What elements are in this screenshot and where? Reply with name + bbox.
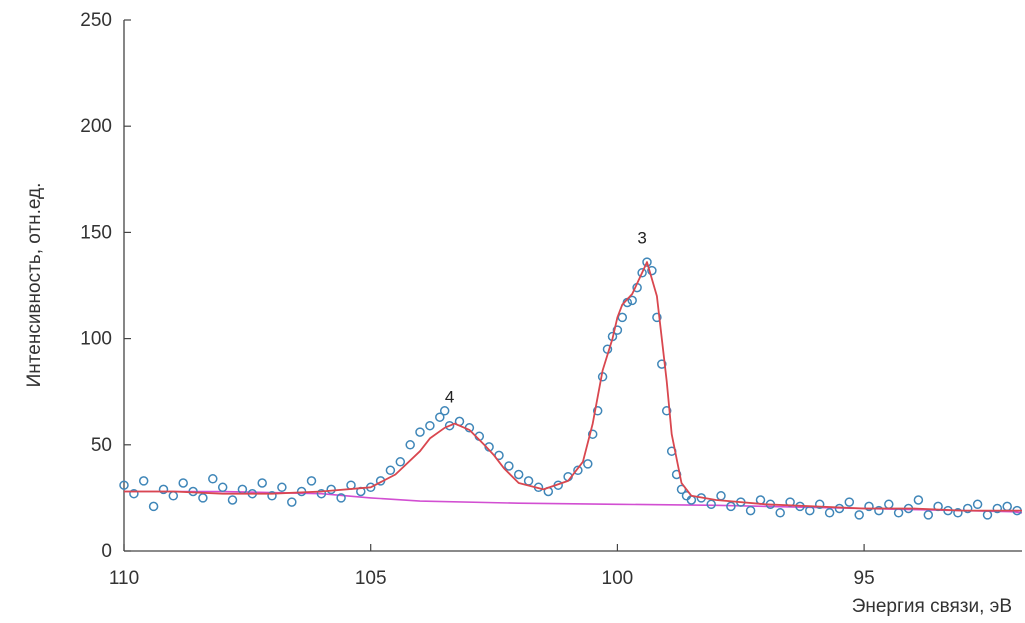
x-tick-label: 100 <box>602 568 634 589</box>
data-point <box>982 510 993 520</box>
data-point <box>587 429 598 439</box>
data-point <box>864 501 874 512</box>
data-point <box>652 312 662 323</box>
data-point <box>119 480 129 490</box>
data-point <box>336 493 346 503</box>
data-point <box>844 497 855 507</box>
peak-label: 3 <box>637 228 646 247</box>
data-point <box>661 406 672 416</box>
data-point <box>573 465 583 476</box>
data-point <box>1002 501 1012 512</box>
data-point <box>208 474 218 484</box>
data-point <box>874 505 884 516</box>
data-point <box>217 482 228 493</box>
data-point <box>627 295 637 306</box>
data-point <box>854 510 864 520</box>
data-point <box>138 476 149 486</box>
data-point <box>962 503 973 514</box>
data-point <box>617 312 628 323</box>
data-point <box>148 501 159 512</box>
data-point <box>953 508 963 518</box>
data-point <box>612 325 623 335</box>
data-point <box>706 499 716 510</box>
data-point <box>716 491 726 501</box>
y-tick-label: 0 <box>101 541 112 562</box>
y-axis-label: Интенсивность, отн.ед. <box>24 183 45 388</box>
data-point <box>287 497 297 507</box>
data-point <box>198 493 208 503</box>
data-point <box>745 505 756 516</box>
peak-labels-layer: 34 <box>445 228 647 406</box>
background-line <box>124 490 1023 514</box>
data-point <box>178 478 188 488</box>
data-point <box>227 495 238 505</box>
data-point <box>992 503 1003 514</box>
data-point <box>583 459 593 469</box>
data-point <box>647 265 657 276</box>
data-point <box>775 508 785 518</box>
x-tick-label: 110 <box>109 568 139 589</box>
data-point <box>306 476 317 486</box>
data-point <box>405 440 415 450</box>
data-point <box>395 457 406 467</box>
data-point <box>444 420 455 431</box>
ticks: 0 50 100 150 200 250 110 105 100 95 <box>80 10 874 589</box>
data-point <box>814 499 825 510</box>
data-point <box>913 495 924 505</box>
background-line-layer <box>124 490 1023 514</box>
data-point <box>158 484 169 495</box>
axes <box>123 20 1022 552</box>
data-point <box>824 508 835 518</box>
y-tick-label: 200 <box>80 116 112 137</box>
data-point <box>168 491 179 501</box>
y-tick-label: 100 <box>80 329 112 350</box>
data-point <box>439 406 450 416</box>
data-point <box>513 469 524 480</box>
data-point <box>972 499 983 510</box>
data-point <box>592 406 603 416</box>
data-point <box>129 488 139 499</box>
data-point <box>637 268 647 278</box>
data-point <box>326 484 336 495</box>
data-point <box>316 488 327 499</box>
y-tick-label: 50 <box>91 435 112 456</box>
data-point <box>435 412 445 422</box>
fit-curve <box>124 261 1022 512</box>
y-tick-label: 150 <box>80 222 112 243</box>
x-axis-label: Энергия связи, эВ <box>852 596 1012 617</box>
data-point <box>425 420 435 431</box>
data-point <box>642 257 652 267</box>
data-point <box>523 476 534 486</box>
data-point <box>923 510 934 520</box>
y-tick-label: 250 <box>80 10 112 31</box>
data-point <box>415 427 425 437</box>
data-point <box>267 491 277 501</box>
data-point <box>277 482 287 493</box>
x-tick-label: 95 <box>854 568 875 589</box>
fit-curve-layer <box>124 261 1022 512</box>
data-point <box>385 465 396 476</box>
data-points-layer <box>119 257 1022 520</box>
data-point <box>504 461 514 471</box>
data-point <box>657 359 667 369</box>
x-tick-label: 105 <box>355 568 387 589</box>
data-point <box>726 501 736 512</box>
data-point <box>257 478 267 488</box>
peak-label: 4 <box>445 388 454 407</box>
data-point <box>884 499 894 510</box>
